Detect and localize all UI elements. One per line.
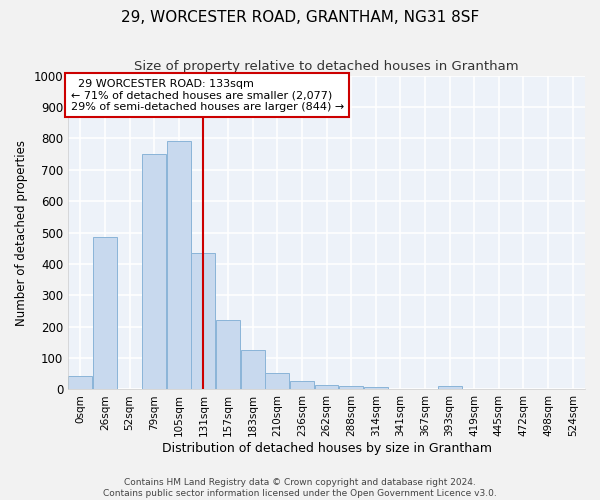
Text: 29 WORCESTER ROAD: 133sqm
← 71% of detached houses are smaller (2,077)
29% of se: 29 WORCESTER ROAD: 133sqm ← 71% of detac…	[71, 78, 344, 112]
Bar	[314, 385, 338, 390]
Bar	[339, 386, 363, 390]
Bar	[167, 142, 191, 390]
Bar	[364, 387, 388, 390]
Bar	[191, 253, 215, 390]
Text: 29, WORCESTER ROAD, GRANTHAM, NG31 8SF: 29, WORCESTER ROAD, GRANTHAM, NG31 8SF	[121, 10, 479, 25]
Bar	[93, 237, 117, 390]
Title: Size of property relative to detached houses in Grantham: Size of property relative to detached ho…	[134, 60, 519, 73]
Bar	[265, 373, 289, 390]
Bar	[68, 376, 92, 390]
Bar	[216, 320, 240, 390]
Bar	[241, 350, 265, 390]
Y-axis label: Number of detached properties: Number of detached properties	[15, 140, 28, 326]
X-axis label: Distribution of detached houses by size in Grantham: Distribution of detached houses by size …	[161, 442, 491, 455]
Bar	[437, 386, 461, 390]
Bar	[290, 381, 314, 390]
Bar	[142, 154, 166, 390]
Text: Contains HM Land Registry data © Crown copyright and database right 2024.
Contai: Contains HM Land Registry data © Crown c…	[103, 478, 497, 498]
